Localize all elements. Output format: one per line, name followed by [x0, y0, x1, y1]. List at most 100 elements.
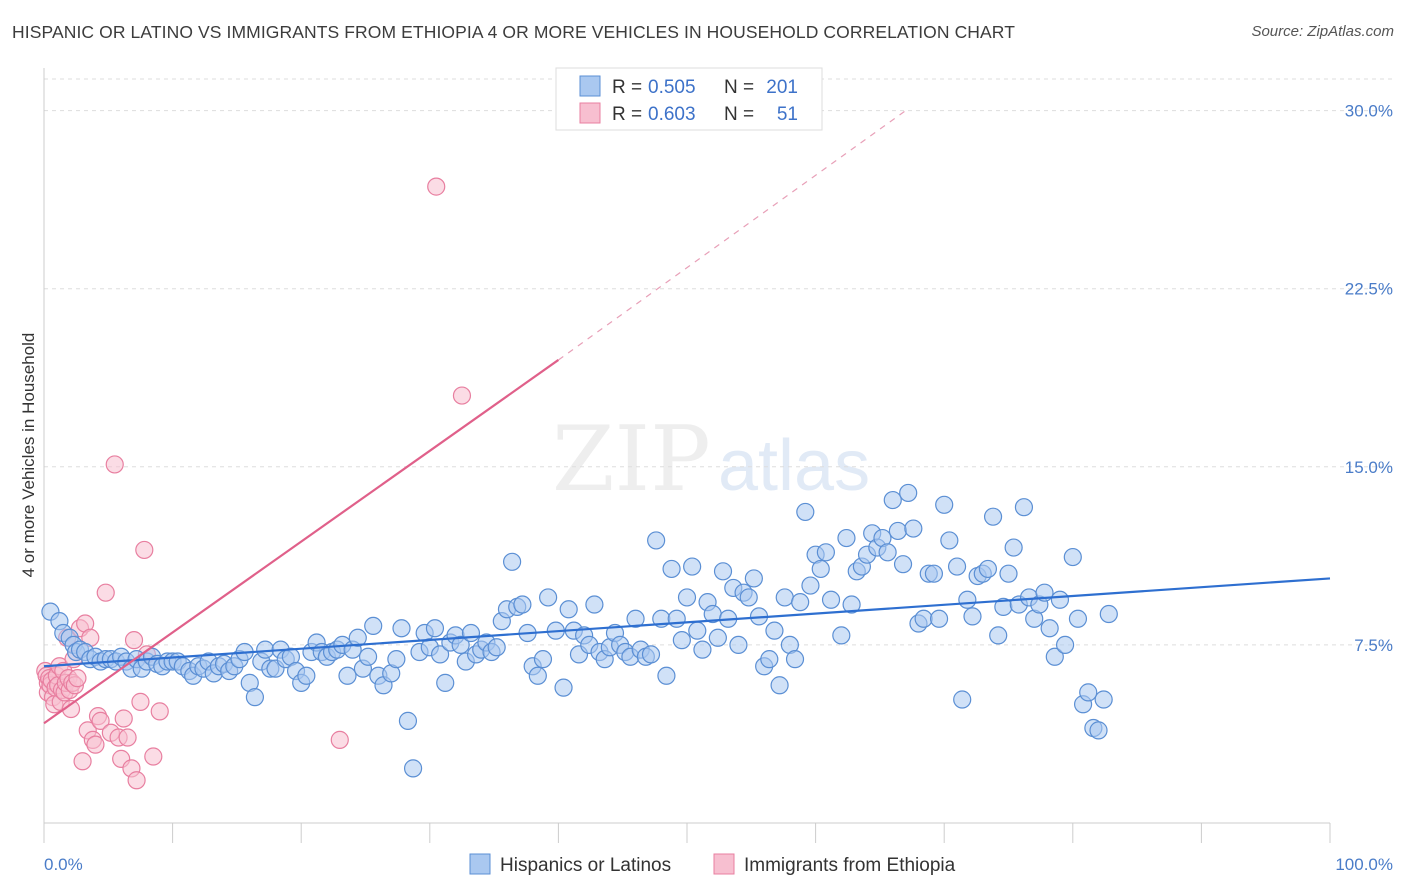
- point-hispanic: [425, 619, 445, 638]
- watermark-atlas: atlas: [718, 426, 870, 506]
- trend-lines: [43, 110, 1331, 725]
- trend-line-hispanic: [43, 577, 1331, 668]
- point-hispanic: [436, 673, 455, 692]
- point-hispanic: [878, 543, 897, 562]
- legend-r-label-2: R =: [612, 104, 642, 125]
- point-hispanic: [739, 588, 758, 607]
- point-hispanic: [641, 645, 661, 664]
- point-ethiopia: [150, 702, 169, 721]
- point-hispanic: [677, 588, 697, 607]
- watermark-zip: ZIP: [552, 407, 711, 512]
- point-hispanic: [559, 600, 578, 619]
- point-hispanic: [1068, 609, 1088, 628]
- point-hispanic: [796, 502, 815, 522]
- point-hispanic: [1055, 635, 1075, 655]
- trend-line-ethiopia-extension: [558, 110, 906, 361]
- series-ethiopia-points: [36, 177, 472, 790]
- point-hispanic: [1004, 538, 1023, 557]
- point-hispanic: [1040, 619, 1059, 638]
- point-ethiopia: [135, 540, 154, 560]
- point-hispanic: [487, 638, 506, 657]
- point-hispanic: [947, 557, 967, 576]
- y-tick-label-1: 15.0%: [1345, 458, 1393, 477]
- legend-top: R = 0.505 N = 201 R = 0.603 N = 51: [555, 67, 823, 131]
- point-ethiopia: [114, 709, 133, 728]
- point-hispanic: [729, 635, 748, 655]
- point-hispanic: [785, 650, 805, 669]
- point-ethiopia: [427, 177, 446, 196]
- point-hispanic: [297, 666, 316, 685]
- point-hispanic: [791, 593, 810, 612]
- y-tick-label-0: 7.5%: [1354, 636, 1393, 655]
- point-hispanic: [398, 711, 418, 730]
- point-hispanic: [1063, 547, 1082, 567]
- point-hispanic: [358, 647, 378, 666]
- point-ethiopia: [330, 730, 349, 749]
- point-hispanic: [528, 666, 547, 685]
- legend-swatch-blue: [579, 75, 601, 97]
- point-hispanic: [983, 507, 1003, 526]
- point-hispanic: [914, 609, 933, 628]
- point-ethiopia: [96, 583, 115, 602]
- legend-bottom-label-ethiopia: Immigrants from Ethiopia: [744, 855, 956, 876]
- point-hispanic: [662, 559, 681, 579]
- point-hispanic: [765, 621, 784, 640]
- y-tick-labels: 7.5% 15.0% 22.5% 30.0%: [1345, 102, 1393, 655]
- point-hispanic: [683, 557, 702, 576]
- point-ethiopia: [118, 728, 137, 747]
- point-hispanic: [1014, 498, 1034, 517]
- point-hispanic: [940, 531, 959, 550]
- source-credit: Source: ZipAtlas.com: [1251, 23, 1394, 40]
- y-axis-label: 4 or more Vehicles in Household: [19, 333, 38, 578]
- x-tick-label-max: 100.0%: [1335, 855, 1393, 874]
- legend-r-value-2: 0.603: [648, 104, 696, 125]
- point-hispanic: [1089, 721, 1108, 740]
- point-hispanic: [760, 650, 779, 669]
- point-hispanic: [626, 609, 645, 628]
- watermark: ZIP atlas: [552, 407, 870, 512]
- point-hispanic: [430, 645, 450, 664]
- point-hispanic: [672, 631, 691, 650]
- point-ethiopia: [91, 711, 110, 730]
- chart-title: HISPANIC OR LATINO VS IMMIGRANTS FROM ET…: [12, 22, 1016, 42]
- point-ethiopia: [124, 631, 144, 650]
- legend-bottom-swatch-blue: [469, 853, 491, 875]
- y-tick-label-3: 30.0%: [1345, 102, 1393, 121]
- point-ethiopia: [86, 735, 105, 754]
- point-ethiopia: [73, 752, 92, 771]
- point-hispanic: [935, 495, 954, 514]
- point-hispanic: [842, 595, 861, 614]
- x-tick-label-min: 0.0%: [44, 855, 83, 874]
- point-hispanic: [1094, 690, 1113, 709]
- point-hispanic: [924, 564, 944, 583]
- legend-r-value-1: 0.505: [648, 77, 696, 98]
- point-hispanic: [837, 528, 856, 548]
- point-hispanic: [348, 628, 367, 647]
- point-hispanic: [888, 521, 908, 541]
- point-hispanic: [821, 590, 841, 609]
- point-hispanic: [338, 666, 357, 685]
- point-hispanic: [1099, 604, 1118, 624]
- legend-n-value-1: 201: [766, 77, 798, 98]
- point-hispanic: [978, 559, 998, 579]
- point-hispanic: [403, 759, 423, 778]
- legend-n-label-2: N =: [724, 104, 754, 125]
- point-hispanic: [883, 490, 902, 510]
- point-hispanic: [775, 588, 794, 607]
- point-ethiopia: [452, 386, 472, 405]
- point-hispanic: [999, 564, 1018, 583]
- point-hispanic: [1079, 683, 1098, 702]
- point-hispanic: [899, 483, 918, 503]
- point-hispanic: [801, 576, 820, 595]
- point-hispanic: [461, 623, 481, 643]
- point-hispanic: [816, 543, 835, 562]
- point-hispanic: [647, 531, 666, 550]
- point-hispanic: [667, 609, 686, 628]
- gridlines: [44, 78, 1392, 646]
- point-hispanic: [387, 650, 406, 669]
- legend-bottom-swatch-pink: [713, 853, 735, 875]
- x-tick-labels: 0.0% 100.0%: [44, 855, 1393, 874]
- point-hispanic: [256, 640, 275, 659]
- point-hispanic: [539, 588, 558, 607]
- point-hispanic: [1045, 647, 1064, 666]
